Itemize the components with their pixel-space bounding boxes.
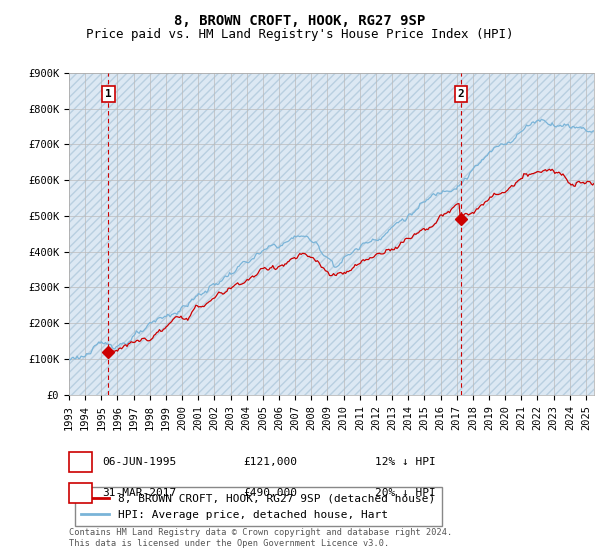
Text: 2: 2 — [77, 488, 84, 498]
Text: Contains HM Land Registry data © Crown copyright and database right 2024.
This d: Contains HM Land Registry data © Crown c… — [69, 528, 452, 548]
Text: £490,000: £490,000 — [243, 488, 297, 498]
Text: 2: 2 — [457, 89, 464, 99]
Text: 06-JUN-1995: 06-JUN-1995 — [102, 457, 176, 467]
Text: Price paid vs. HM Land Registry's House Price Index (HPI): Price paid vs. HM Land Registry's House … — [86, 28, 514, 41]
Legend: 8, BROWN CROFT, HOOK, RG27 9SP (detached house), HPI: Average price, detached ho: 8, BROWN CROFT, HOOK, RG27 9SP (detached… — [74, 487, 442, 526]
Text: 8, BROWN CROFT, HOOK, RG27 9SP: 8, BROWN CROFT, HOOK, RG27 9SP — [175, 14, 425, 28]
Text: 20% ↓ HPI: 20% ↓ HPI — [375, 488, 436, 498]
Text: 12% ↓ HPI: 12% ↓ HPI — [375, 457, 436, 467]
Text: 1: 1 — [77, 457, 84, 467]
Text: £121,000: £121,000 — [243, 457, 297, 467]
Text: 1: 1 — [105, 89, 112, 99]
Text: 31-MAR-2017: 31-MAR-2017 — [102, 488, 176, 498]
